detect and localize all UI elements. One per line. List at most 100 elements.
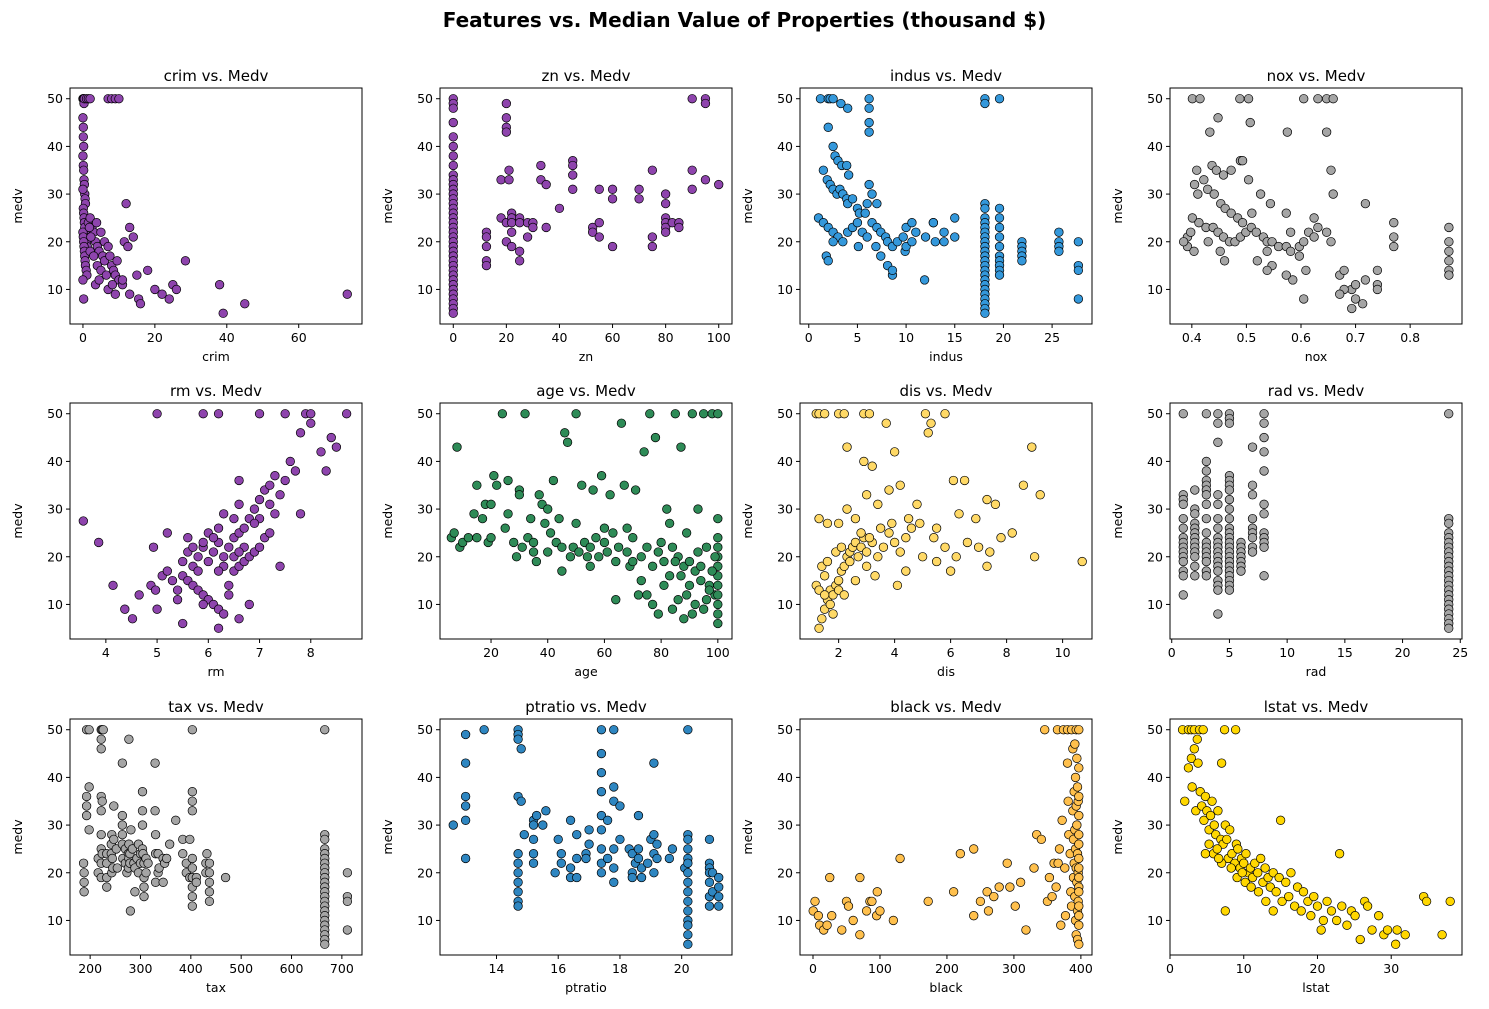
data-point bbox=[713, 590, 723, 600]
x-axis-label: crim bbox=[202, 349, 230, 364]
data-point bbox=[704, 901, 715, 911]
data-point bbox=[969, 911, 979, 921]
x-tick-label: 10 bbox=[1279, 645, 1295, 660]
data-point bbox=[513, 858, 523, 868]
data-point bbox=[103, 241, 113, 252]
data-point bbox=[1213, 566, 1223, 576]
data-point bbox=[700, 175, 711, 185]
data-point bbox=[1444, 237, 1454, 247]
data-point bbox=[224, 580, 234, 591]
data-point bbox=[1350, 911, 1360, 921]
y-tick-label: 10 bbox=[1147, 597, 1163, 612]
data-point bbox=[486, 533, 496, 543]
data-point bbox=[1437, 930, 1447, 940]
subplot-indus: 0 5 10 15 20 25 10 20 30 40 50 indus vs. Medv indus m… bbox=[740, 67, 1093, 364]
data-point bbox=[541, 806, 551, 816]
y-tick-label: 10 bbox=[47, 597, 63, 612]
data-point bbox=[983, 906, 994, 916]
data-point bbox=[472, 480, 482, 490]
data-point bbox=[994, 222, 1005, 233]
data-point bbox=[265, 528, 275, 538]
x-tick-label: 6 bbox=[947, 645, 955, 660]
data-point bbox=[1074, 791, 1084, 802]
data-point bbox=[1392, 925, 1402, 935]
data-point bbox=[822, 518, 833, 529]
data-point bbox=[78, 113, 88, 123]
data-point bbox=[171, 815, 181, 825]
data-point bbox=[1445, 896, 1455, 907]
data-point bbox=[1213, 113, 1223, 123]
data-point bbox=[1281, 270, 1291, 280]
y-tick-label: 30 bbox=[417, 502, 433, 517]
data-point bbox=[912, 499, 922, 509]
data-point bbox=[1236, 566, 1246, 576]
data-point bbox=[1444, 246, 1454, 256]
data-point bbox=[1313, 94, 1323, 104]
data-point bbox=[670, 556, 680, 567]
data-point bbox=[594, 232, 604, 242]
y-tick-label: 40 bbox=[417, 770, 433, 785]
subplot-title: lstat vs. Medv bbox=[1264, 698, 1369, 716]
data-point bbox=[94, 537, 104, 548]
data-point bbox=[1360, 198, 1371, 209]
data-point bbox=[619, 480, 629, 490]
data-point bbox=[501, 113, 512, 123]
data-point bbox=[693, 547, 703, 557]
data-point bbox=[449, 528, 459, 538]
data-point bbox=[713, 542, 723, 552]
data-point bbox=[1306, 911, 1316, 921]
data-point bbox=[596, 858, 607, 868]
data-point bbox=[994, 270, 1005, 280]
data-point bbox=[636, 575, 646, 586]
data-point bbox=[822, 920, 832, 930]
y-tick-label: 40 bbox=[47, 139, 63, 154]
data-point bbox=[1074, 810, 1084, 821]
data-point bbox=[84, 725, 94, 735]
data-point bbox=[822, 556, 833, 567]
data-point bbox=[1183, 763, 1194, 773]
data-point bbox=[79, 165, 89, 175]
x-axis-label: rad bbox=[1306, 664, 1327, 679]
data-point bbox=[204, 887, 215, 897]
data-point bbox=[683, 868, 693, 878]
y-tick-label: 30 bbox=[47, 818, 63, 833]
subplot-crim: 0 20 40 60 10 20 30 40 50 crim vs. Medv crim medv bbox=[10, 67, 363, 364]
data-point bbox=[1374, 911, 1384, 921]
data-point bbox=[543, 547, 553, 557]
x-axis-label: rm bbox=[207, 664, 224, 679]
y-tick-label: 10 bbox=[417, 597, 433, 612]
y-axis-label: medv bbox=[380, 188, 395, 224]
data-point bbox=[642, 590, 652, 600]
data-point bbox=[1203, 237, 1213, 247]
data-point bbox=[929, 533, 939, 543]
x-axis-label: black bbox=[929, 980, 963, 995]
data-point bbox=[1444, 518, 1454, 529]
data-point bbox=[448, 132, 458, 142]
x-tick-label: 600 bbox=[280, 961, 304, 976]
data-point bbox=[219, 552, 229, 562]
data-point bbox=[1262, 265, 1272, 276]
data-point bbox=[514, 246, 525, 256]
data-point bbox=[219, 509, 229, 519]
x-tick-label: 15 bbox=[947, 330, 963, 345]
data-point bbox=[973, 542, 984, 552]
data-point bbox=[342, 289, 352, 299]
data-point bbox=[1281, 208, 1291, 218]
data-point bbox=[1220, 203, 1230, 214]
data-point bbox=[1299, 294, 1309, 304]
data-point bbox=[596, 748, 607, 759]
x-axis-label: indus bbox=[929, 349, 963, 364]
data-point bbox=[1005, 882, 1015, 892]
data-point bbox=[571, 409, 581, 419]
data-point bbox=[107, 853, 117, 864]
x-tick-label: 300 bbox=[129, 961, 153, 976]
data-point bbox=[460, 758, 471, 768]
x-tick-label: 30 bbox=[1383, 961, 1399, 976]
data-point bbox=[861, 561, 872, 571]
data-point bbox=[1259, 466, 1269, 476]
data-point bbox=[1063, 796, 1073, 806]
data-point bbox=[1246, 882, 1256, 892]
data-point bbox=[864, 94, 874, 104]
y-tick-label: 10 bbox=[417, 282, 433, 297]
data-point bbox=[683, 877, 693, 887]
